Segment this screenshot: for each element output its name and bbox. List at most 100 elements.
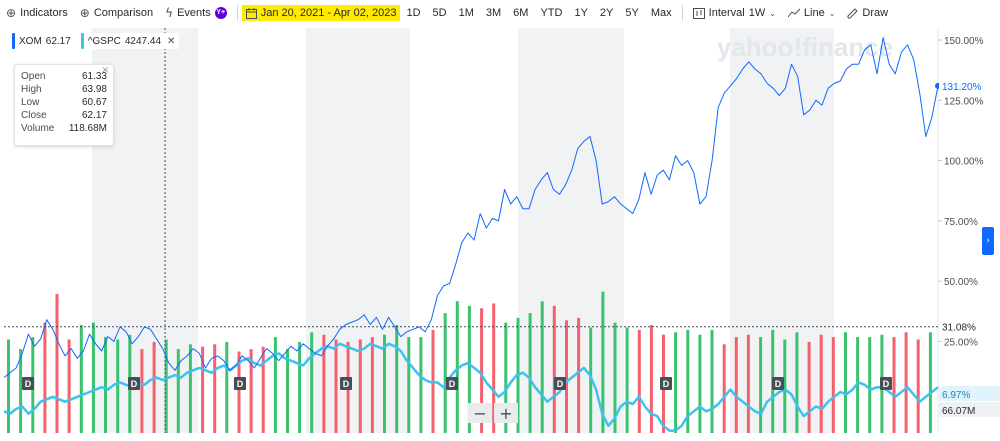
ohlc-label: Low: [21, 97, 40, 108]
volume-bar: [286, 349, 289, 433]
indicators-button[interactable]: ⊕ Indicators: [0, 2, 74, 24]
volume-bar: [164, 339, 168, 433]
pencil-icon: [847, 7, 859, 18]
ohlc-row-close: Close 62.17: [15, 109, 113, 122]
volume-bar: [152, 341, 156, 433]
period-5y[interactable]: 5Y: [625, 7, 639, 19]
ohlc-row-open: Open 61.33: [15, 70, 113, 83]
volume-bar: [104, 337, 107, 433]
volume-bar: [759, 337, 763, 433]
volume-bar: [698, 334, 702, 433]
gspc-price-badge: [939, 386, 1000, 401]
plus-circle-icon: ⊕: [6, 6, 17, 20]
dividend-marker: [128, 377, 140, 390]
period-selector: 1D 5D 1M 3M 6M YTD 1Y 2Y 5Y Max: [400, 7, 677, 19]
volume-bar: [273, 337, 277, 433]
dividend-marker-label: D: [557, 379, 564, 389]
volume-bar: [540, 301, 544, 433]
y-tick-label: 25.00%: [944, 337, 978, 348]
period-ytd[interactable]: YTD: [540, 7, 563, 19]
volume-bar: [746, 334, 750, 433]
legend-chip-xom[interactable]: XOM 62.17: [12, 33, 75, 49]
volume-bar: [19, 349, 23, 433]
volume-bar: [722, 344, 726, 433]
volume-bar: [868, 337, 872, 433]
chart-toolbar: ⊕ Indicators ⊕ Comparison ϟ Events Y+ Ja…: [0, 0, 1000, 26]
ohlc-row-high: High 63.98: [15, 83, 113, 96]
volume-bar: [443, 313, 447, 433]
chevron-right-icon[interactable]: ›: [982, 227, 994, 255]
volume-bar: [565, 320, 568, 433]
legend-value: 62.17: [45, 35, 71, 47]
volume-bar: [213, 344, 217, 433]
period-1d[interactable]: 1D: [406, 7, 421, 19]
comparison-button[interactable]: ⊕ Comparison: [74, 2, 159, 24]
zoom-in-button[interactable]: +: [494, 403, 518, 423]
series-color-swatch: [12, 33, 15, 49]
crosshair-price-badge: [939, 318, 1000, 334]
time-band: [306, 28, 410, 433]
comparison-label: Comparison: [93, 7, 154, 19]
ohlc-label: Volume: [21, 123, 55, 134]
dividend-marker-label: D: [343, 379, 350, 389]
y-tick-label: 75.00%: [944, 217, 978, 228]
volume-bar: [455, 301, 459, 433]
toolbar-divider: [681, 5, 683, 21]
interval-dropdown[interactable]: Interval 1W ⌄: [687, 2, 782, 24]
chart-type-dropdown[interactable]: Line ⌄: [782, 2, 842, 24]
xom-series-line: [3, 37, 939, 378]
volume-bar: [928, 332, 932, 433]
volume-bar: [467, 305, 471, 433]
close-icon[interactable]: ✕: [167, 35, 176, 47]
lightning-icon: ϟ: [165, 6, 174, 20]
ohlc-label: Open: [21, 71, 46, 82]
dividend-marker-label: D: [131, 379, 138, 389]
ohlc-row-volume: Volume 118.68M: [15, 122, 113, 135]
volume-bar: [528, 313, 532, 433]
toolbar-divider: [236, 5, 238, 21]
volume-bar: [358, 339, 362, 433]
volume-bar: [625, 327, 629, 433]
legend-value: 4247.44: [124, 35, 162, 47]
period-1m[interactable]: 1M: [458, 7, 474, 19]
draw-button[interactable]: Draw: [841, 2, 894, 24]
ohlc-label: Close: [21, 110, 47, 121]
volume-bar: [188, 344, 192, 433]
legend-chip-gspc[interactable]: ^GSPC 4247.44 ✕: [80, 33, 180, 49]
events-label: Events: [177, 7, 211, 19]
volume-bar: [67, 339, 71, 433]
gspc-series-line: [3, 342, 939, 432]
legend-symbol: ^GSPC: [87, 35, 121, 47]
date-range-button[interactable]: Jan 20, 2021 - Apr 02, 2023: [241, 5, 401, 21]
period-max[interactable]: Max: [650, 7, 672, 19]
y-tick-label: 50.00%: [944, 277, 978, 288]
dividend-marker: [660, 377, 672, 390]
line-label: Line: [803, 7, 825, 19]
period-3m[interactable]: 3M: [485, 7, 502, 19]
period-2y[interactable]: 2Y: [599, 7, 614, 19]
price-chart[interactable]: yahoo!finance 150.00% 125.00% 100.00% 75.00%…: [0, 26, 1000, 441]
zoom-out-button[interactable]: −: [468, 403, 492, 423]
volume-bar: [916, 339, 920, 433]
period-5d[interactable]: 5D: [432, 7, 447, 19]
dividend-marker: [880, 377, 892, 390]
zoom-controls: − +: [468, 403, 518, 423]
volume-bar: [370, 337, 374, 433]
dividend-marker: [234, 377, 246, 390]
draw-label: Draw: [862, 7, 889, 19]
period-1y[interactable]: 1Y: [574, 7, 588, 19]
period-6m[interactable]: 6M: [513, 7, 529, 19]
calendar-icon: [245, 7, 257, 19]
ohlc-value: 62.17: [81, 110, 107, 121]
events-button[interactable]: ϟ Events Y+: [159, 2, 233, 24]
time-band: [730, 28, 834, 433]
volume-bar: [395, 325, 399, 433]
close-icon[interactable]: ✕: [101, 66, 109, 76]
volume-bar: [261, 346, 265, 433]
volume-bar: [7, 339, 10, 433]
interval-label: Interval: [708, 7, 745, 19]
legend-symbol: XOM: [19, 35, 42, 47]
y-tick-label: 125.00%: [944, 96, 984, 107]
volume-badge: [939, 402, 1000, 417]
volume-bar: [819, 334, 823, 433]
